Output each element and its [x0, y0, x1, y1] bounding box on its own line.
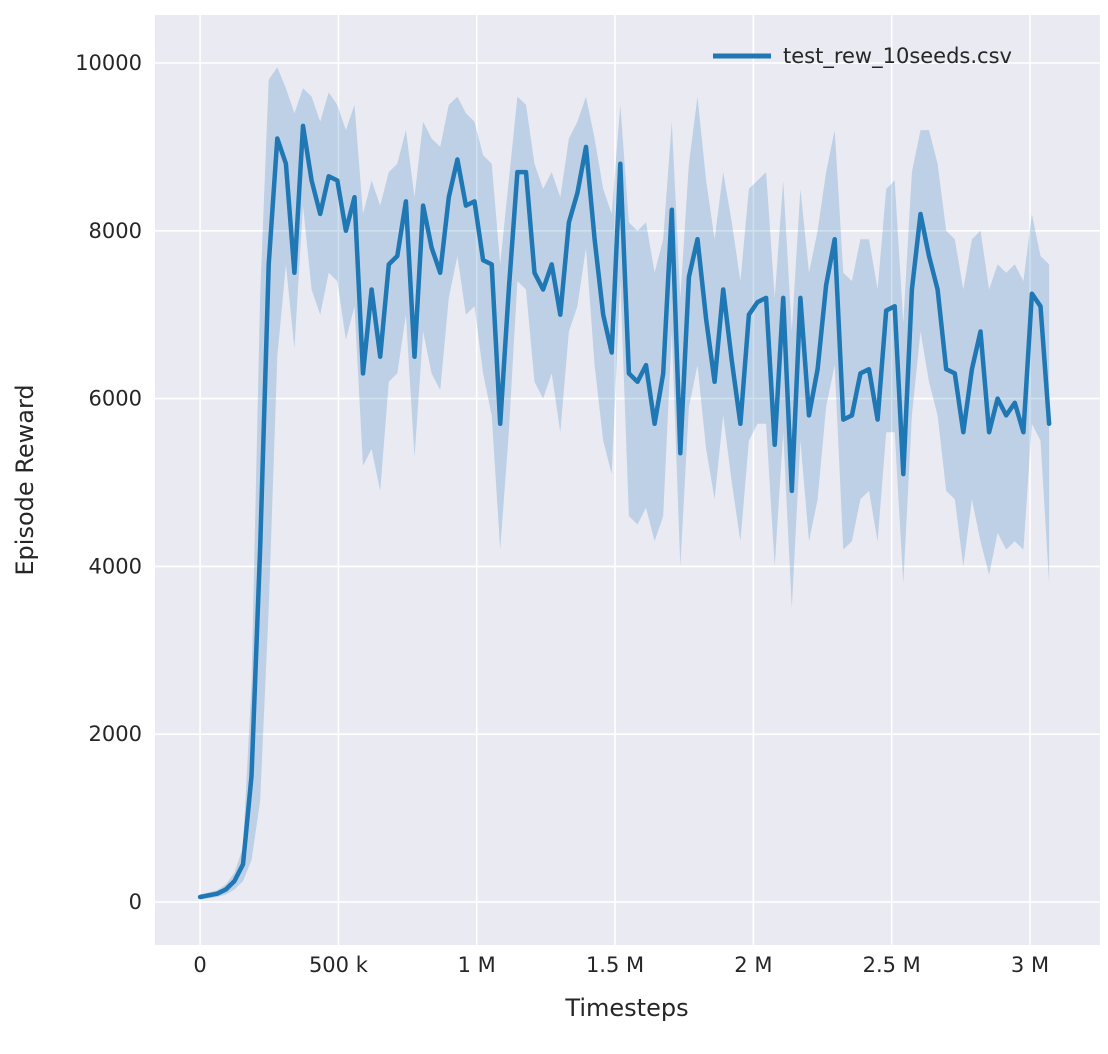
y-tick-label: 6000 — [89, 387, 142, 411]
x-tick-label: 2.5 M — [863, 953, 921, 977]
y-tick-label: 2000 — [89, 722, 142, 746]
y-tick-label: 8000 — [89, 219, 142, 243]
x-tick-label: 500 k — [309, 953, 369, 977]
x-tick-labels: 0 500 k 1 M 1.5 M 2 M 2.5 M 3 M — [193, 953, 1049, 977]
x-tick-label: 2 M — [734, 953, 772, 977]
y-tick-label: 10000 — [75, 51, 142, 75]
y-tick-label: 4000 — [89, 554, 142, 578]
axes-background — [155, 15, 1100, 945]
x-axis-label: Timesteps — [564, 994, 688, 1022]
x-tick-label: 1 M — [458, 953, 496, 977]
gridlines — [155, 15, 1100, 945]
y-tick-labels: 0 2000 4000 6000 8000 10000 — [75, 51, 142, 914]
x-tick-label: 1.5 M — [586, 953, 644, 977]
series-group — [197, 67, 1052, 900]
mean-line — [197, 123, 1052, 900]
legend: test_rew_10seeds.csv — [713, 44, 1012, 69]
x-tick-label: 0 — [193, 953, 206, 977]
legend-label: test_rew_10seeds.csv — [783, 44, 1012, 69]
y-tick-label: 0 — [129, 890, 142, 914]
y-axis-label: Episode Reward — [11, 384, 39, 575]
x-tick-label: 3 M — [1011, 953, 1049, 977]
